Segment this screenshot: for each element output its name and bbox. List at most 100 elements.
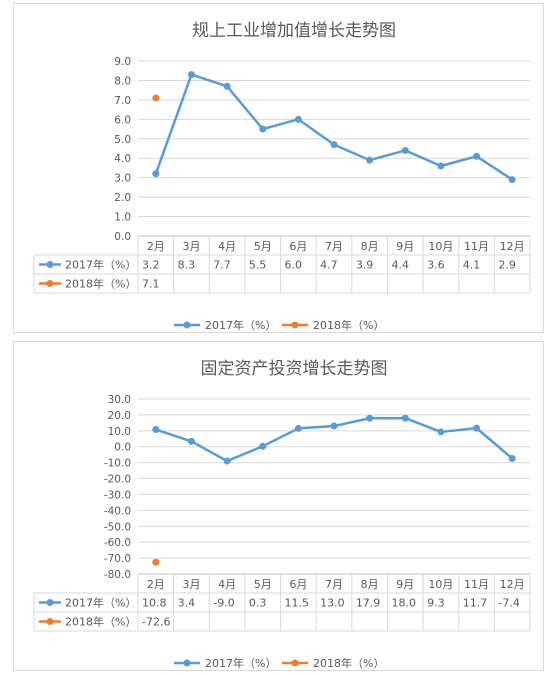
data-point	[294, 424, 302, 432]
table-series-name: 2017年（%）	[65, 596, 136, 610]
y-tick-label: 30.0	[108, 394, 131, 406]
x-tick-label: 6月	[289, 240, 307, 253]
legend-label: 2018年（%）	[313, 656, 384, 670]
data-table-value: 3.9	[356, 259, 374, 272]
data-point	[223, 82, 231, 90]
y-tick-label: 9.0	[114, 56, 131, 68]
y-tick-label: 0.0	[114, 442, 131, 454]
x-tick-label: 5月	[254, 240, 272, 253]
y-tick-label: -10.0	[104, 458, 131, 470]
data-table-value: 11.7	[463, 597, 488, 610]
data-point	[187, 71, 195, 79]
x-tick-label: 8月	[361, 578, 379, 591]
y-tick-label: 1.0	[114, 212, 131, 224]
data-table-value: 2.9	[498, 259, 516, 272]
y-tick-label: -80.0	[104, 569, 131, 581]
x-tick-label: 2月	[147, 240, 165, 253]
x-tick-label: 9月	[396, 578, 414, 591]
data-table-value: 9.3	[427, 597, 445, 610]
data-table-value: 5.5	[249, 259, 267, 272]
data-table-value: 3.2	[142, 259, 160, 272]
data-table-value: 7.1	[142, 278, 160, 291]
data-point	[187, 437, 195, 445]
x-tick-label: 11月	[464, 240, 489, 253]
chart-panel-fixed-asset-investment: 固定资产投资增长走势图 -80.0 -70.0 -60.0 -50.0 -40.0 -30.…	[13, 341, 544, 671]
data-table-value: 13.0	[320, 597, 345, 610]
data-point	[366, 414, 374, 422]
data-point	[294, 115, 302, 123]
data-table-value: 3.4	[178, 597, 196, 610]
data-table-value: -72.6	[142, 616, 170, 629]
data-table-value: -7.4	[498, 597, 519, 610]
legend-key-marker	[183, 659, 191, 667]
data-point	[152, 426, 160, 434]
chart-fixed-asset-investment: 固定资产投资增长走势图 -80.0 -70.0 -60.0 -50.0 -40.0 -30.…	[33, 359, 531, 670]
x-tick-label: 3月	[182, 578, 200, 591]
y-tick-label: 7.0	[114, 95, 131, 107]
legend-label: 2017年（%）	[205, 318, 276, 332]
data-point	[508, 455, 516, 462]
x-tick-label: 6月	[289, 578, 307, 591]
y-tick-label: 4.0	[114, 153, 131, 165]
y-tick-label: 5.0	[114, 134, 131, 146]
data-point	[330, 422, 338, 430]
data-table-value: 18.0	[391, 597, 416, 610]
y-tick-label: 8.0	[114, 75, 131, 87]
data-table-value: 7.7	[213, 259, 231, 272]
x-tick-label: 5月	[254, 578, 272, 591]
x-tick-label: 7月	[325, 240, 343, 253]
table-legend-key-marker	[46, 280, 54, 287]
x-tick-label: 2月	[147, 578, 165, 591]
data-table-value: 6.0	[285, 259, 303, 272]
table-series-name: 2017年（%）	[65, 258, 136, 272]
x-tick-label: 12月	[500, 578, 525, 591]
x-tick-label: 8月	[361, 240, 379, 253]
y-tick-label: 3.0	[114, 173, 131, 185]
x-tick-label: 12月	[500, 240, 525, 253]
table-series-name: 2018年（%）	[65, 277, 136, 291]
y-tick-label: 0.0	[114, 231, 131, 243]
y-tick-label: 20.0	[108, 410, 131, 422]
data-point	[473, 152, 481, 160]
series-line	[154, 73, 513, 181]
y-tick-label: -50.0	[104, 521, 131, 533]
data-point	[152, 94, 160, 102]
x-tick-label: 10月	[428, 240, 453, 253]
x-tick-label: 3月	[182, 240, 200, 253]
data-table-value: 4.7	[320, 259, 338, 272]
legend-key-marker	[291, 321, 299, 329]
chart-title: 规上工业增加值增长走势图	[192, 21, 396, 41]
data-point	[473, 424, 481, 432]
data-table-value: 8.3	[178, 259, 196, 272]
table-legend-key-marker	[46, 618, 54, 625]
data-point	[152, 170, 160, 178]
y-tick-label: 10.0	[108, 426, 131, 438]
data-point	[330, 141, 338, 149]
chart-industrial-value-added: 规上工业增加值增长走势图 0.0 1.0 2.0 3.0 4.0 5.0 6.0 7.0 8.0 9…	[33, 21, 531, 332]
data-point	[259, 125, 267, 133]
data-table-value: 4.4	[391, 259, 409, 272]
x-tick-label: 7月	[325, 578, 343, 591]
data-point	[223, 457, 231, 465]
table-legend-key-marker	[46, 261, 54, 268]
y-tick-label: -20.0	[104, 474, 131, 486]
x-tick-label: 11月	[464, 578, 489, 591]
x-tick-label: 9月	[396, 240, 414, 253]
data-table-value: 11.5	[285, 597, 310, 610]
data-point	[401, 414, 409, 422]
data-point	[437, 428, 445, 436]
data-point	[259, 442, 267, 450]
x-tick-label: 10月	[428, 578, 453, 591]
legend-key-marker	[291, 659, 299, 667]
y-tick-label: -60.0	[104, 537, 131, 549]
data-table-value: 0.3	[249, 597, 267, 610]
data-table-value: 3.6	[427, 259, 445, 272]
chart-panel-industrial-value-added: 规上工业增加值增长走势图 0.0 1.0 2.0 3.0 4.0 5.0 6.0 7.0 8.0 9…	[13, 3, 544, 333]
y-tick-label: -30.0	[104, 489, 131, 501]
x-tick-label: 4月	[218, 578, 236, 591]
data-table-value: 17.9	[356, 597, 381, 610]
table-series-name: 2018年（%）	[65, 615, 136, 629]
data-table-value: 10.8	[142, 597, 167, 610]
legend-label: 2018年（%）	[313, 318, 384, 332]
y-tick-label: -70.0	[104, 553, 131, 565]
